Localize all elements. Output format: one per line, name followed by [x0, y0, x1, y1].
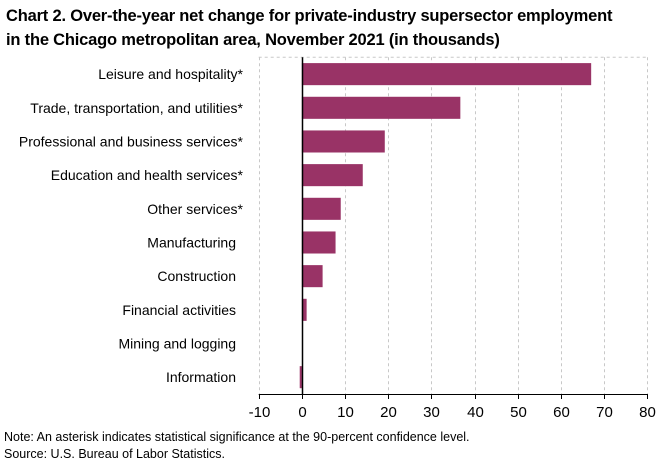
- category-label: Education and health services*: [51, 167, 244, 183]
- x-tick-label: 50: [510, 404, 527, 421]
- chart-title-line-1: Chart 2. Over-the-year net change for pr…: [6, 7, 613, 25]
- x-tick-label: 70: [596, 404, 613, 421]
- bar-leisure-and-hospitality: [301, 63, 592, 86]
- bars: [299, 63, 592, 389]
- category-labels: Leisure and hospitality* Trade, transport…: [19, 66, 244, 385]
- x-tick-label: 60: [553, 404, 570, 421]
- category-label: Construction: [157, 268, 236, 284]
- x-tick-label: 20: [380, 404, 397, 421]
- chart-title: Chart 2. Over-the-year net change for pr…: [6, 4, 666, 52]
- footnote-source: Source: U.S. Bureau of Labor Statistics.: [4, 447, 225, 461]
- x-tick-label: 0: [298, 404, 306, 421]
- bar-education-and-health-services: [301, 164, 363, 187]
- bar-construction: [301, 265, 323, 288]
- bar-other-services: [301, 197, 341, 220]
- category-label: Other services*: [147, 201, 243, 217]
- category-label: Leisure and hospitality*: [98, 66, 243, 82]
- bar-manufacturing: [301, 231, 336, 254]
- bar-financial-activities: [301, 298, 307, 321]
- category-label: Manufacturing: [147, 234, 236, 250]
- category-label: Professional and business services*: [19, 133, 244, 149]
- chart-title-line-2: in the Chicago metropolitan area, Novemb…: [6, 31, 500, 49]
- x-tick-label: -10: [249, 404, 271, 421]
- bar-trade-transportation-and-utilities: [301, 96, 461, 119]
- x-tick-labels: -10 0 10 20 30 40 50 60 70 80: [249, 404, 656, 421]
- footnote-note: Note: An asterisk indicates statistical …: [4, 430, 470, 444]
- axes: [258, 57, 648, 399]
- category-label: Mining and logging: [118, 335, 236, 351]
- x-tick-label: 30: [423, 404, 440, 421]
- x-tick-label: 10: [337, 404, 354, 421]
- category-label: Information: [166, 369, 236, 385]
- x-tick-label: 40: [467, 404, 484, 421]
- bar-professional-and-business-services: [301, 130, 385, 153]
- x-tick-label: 80: [639, 404, 656, 421]
- category-label: Financial activities: [122, 302, 236, 318]
- bar-information: [299, 366, 302, 389]
- category-label: Trade, transportation, and utilities*: [30, 100, 243, 116]
